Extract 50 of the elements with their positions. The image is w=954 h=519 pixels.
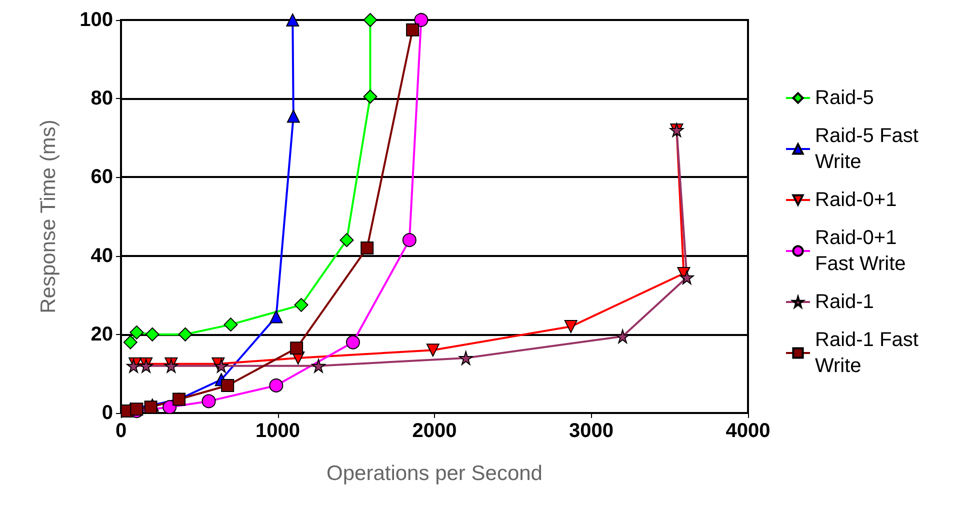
legend-label: Raid-5 <box>815 87 874 109</box>
point <box>426 344 440 357</box>
point <box>564 320 578 334</box>
point <box>294 298 308 312</box>
x-tick-label: 0 <box>115 420 127 442</box>
point <box>312 358 326 373</box>
point <box>680 270 694 284</box>
point <box>178 327 192 342</box>
point <box>224 318 238 332</box>
legend-label: Raid-1 <box>815 291 874 313</box>
point <box>286 110 300 123</box>
x-tick-label: 1000 <box>256 420 300 442</box>
x-tick-label: 4000 <box>726 420 770 442</box>
point <box>363 90 378 104</box>
point <box>286 14 300 26</box>
x-axis-title: Operations per Second <box>326 462 542 485</box>
legend-label: Raid-1 Fast Write <box>815 329 924 377</box>
point <box>130 325 144 340</box>
point <box>340 233 354 248</box>
point <box>363 13 378 27</box>
y-tick-label: 60 <box>90 166 113 188</box>
point <box>145 327 160 342</box>
x-tick-label: 2000 <box>412 420 457 442</box>
point <box>290 342 304 355</box>
point <box>123 335 138 350</box>
point <box>346 335 360 350</box>
point <box>269 378 284 392</box>
x-tick-label: 3000 <box>569 420 614 442</box>
y-tick-label: 80 <box>90 88 113 110</box>
point <box>202 394 216 408</box>
y-tick-label: 0 <box>102 402 113 424</box>
point <box>402 233 416 248</box>
point <box>406 23 420 36</box>
point <box>162 400 177 414</box>
point <box>414 13 428 27</box>
point <box>221 378 234 392</box>
point <box>214 358 228 373</box>
point <box>458 350 473 365</box>
point <box>360 241 374 254</box>
point <box>616 329 630 344</box>
y-axis-title: Response Time (ms) <box>37 120 60 314</box>
legend-label: Raid-0+1 Fast Write <box>815 227 906 275</box>
point <box>144 400 158 414</box>
point <box>130 402 144 416</box>
legend-label: Raid-0+1 <box>815 189 897 211</box>
y-tick-label: 40 <box>90 244 113 267</box>
y-tick-label: 20 <box>90 323 113 346</box>
y-tick-label: 100 <box>80 9 113 31</box>
legend-label: Raid-5 Fast Write <box>815 125 924 173</box>
point <box>270 310 283 324</box>
